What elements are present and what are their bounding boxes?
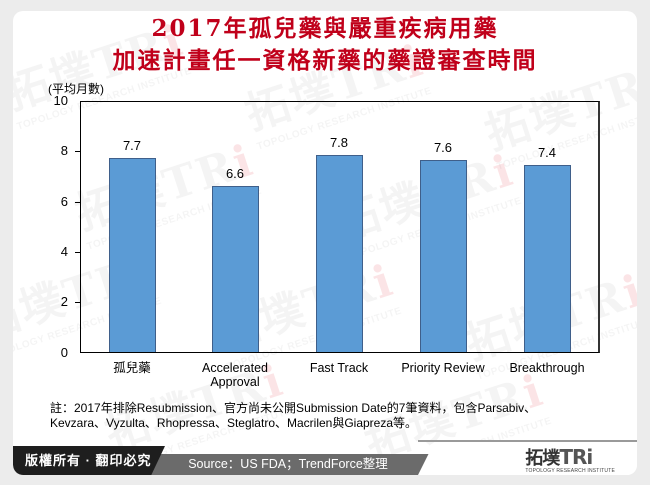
chart-title: 2017年孤兒藥與嚴重疾病用藥 加速計畫任一資格新藥的藥證審查時間 [13,13,637,77]
bar-orphan-drug [109,158,156,352]
bar-value-label: 7.7 [122,138,142,153]
logo-cn-text: 拓墣 [525,448,560,469]
footnote-line2: Kevzara、Vyzulta、Rhopressa、Steglatro、Macr… [50,416,418,430]
chart-title-line1: 2017年孤兒藥與嚴重疾病用藥 [151,15,499,42]
bar-value-label: 7.6 [433,140,453,155]
source-label: Source：US FDA；TrendForce整理 [143,454,433,475]
y-tick-label: 4 [60,244,68,259]
bar-accelerated-approval [212,186,259,352]
footer-bar: Source：US FDA；TrendForce整理 版權所有 · 翻印必究 拓… [13,440,637,475]
x-category-label: Breakthrough [509,361,585,375]
tri-logo: 拓墣TRi TOPOLOGY RESEARCH INSTITUTE [525,444,615,474]
x-category-label: Fast Track [309,361,369,375]
footnote: 註：2017年排除Resubmission、官方尚未公開Submission D… [50,401,610,431]
y-tick-mark [75,252,80,253]
bar-value-label: 7.8 [329,135,349,150]
logo-subtitle: TOPOLOGY RESEARCH INSTITUTE [525,468,615,474]
bar-priority-review [420,160,467,352]
y-tick-mark [75,202,80,203]
y-axis-unit-label: (平均月數) [48,82,104,96]
bar-value-label: 6.6 [225,166,245,181]
x-category-label: Accelerated Approval [201,361,268,389]
y-tick-mark [75,302,80,303]
logo-tri-text: TRi [559,445,593,469]
y-tick-label: 0 [60,345,68,360]
copyright-label: 版權所有 · 翻印必究 [13,446,165,475]
bar-value-label: 7.4 [537,145,557,160]
x-category-label: 孤兒藥 [113,361,151,375]
bar-breakthrough [524,165,571,352]
x-category-label: Priority Review [401,361,485,375]
chart-title-line2: 加速計畫任一資格新藥的藥證審查時間 [112,47,538,74]
y-tick-label: 2 [60,294,68,309]
y-tick-label: 8 [60,143,68,158]
footnote-line1: 註：2017年排除Resubmission、官方尚未公開Submission D… [50,401,537,415]
y-tick-label: 6 [60,194,68,209]
bar-fast-track [316,155,363,352]
y-tick-label: 10 [53,93,68,108]
plot-area: 7.7 6.6 7.8 7.6 7.4 [80,101,600,353]
y-tick-mark [75,151,80,152]
